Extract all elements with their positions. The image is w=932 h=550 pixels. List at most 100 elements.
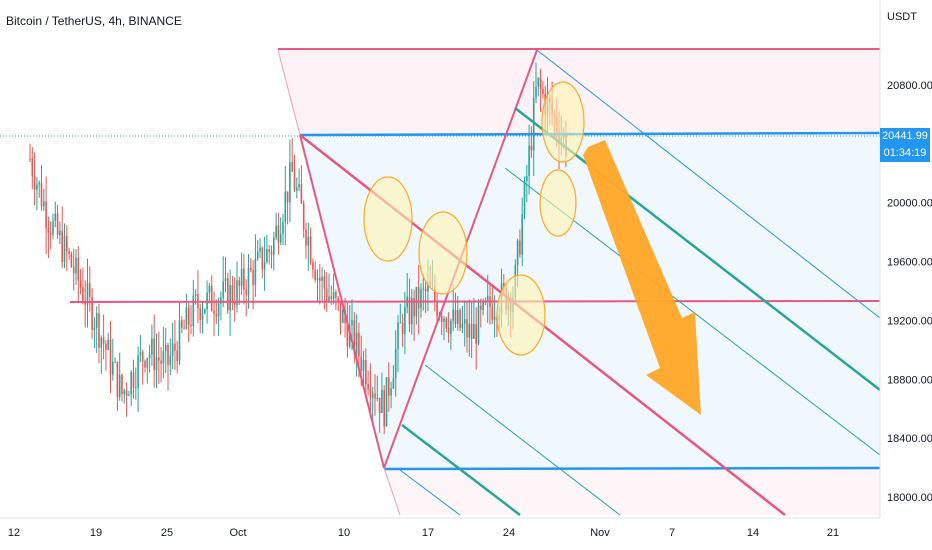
candle-body xyxy=(190,324,192,327)
countdown-label: 01:34:19 xyxy=(880,145,930,162)
candle-body xyxy=(503,283,505,288)
candle-body xyxy=(59,230,61,235)
candle-body xyxy=(153,338,155,371)
candle-body xyxy=(436,301,438,317)
candle-body xyxy=(86,283,89,305)
candle-body xyxy=(105,343,107,350)
pitchfork-handle-left[interactable] xyxy=(277,49,301,136)
candle-body xyxy=(493,316,496,320)
candle-body xyxy=(291,162,293,172)
candle-body xyxy=(125,390,128,396)
candle-body xyxy=(151,338,153,355)
candle-body xyxy=(491,306,494,320)
candle-body xyxy=(461,323,464,328)
candle-body xyxy=(252,270,254,286)
y-tick-label: 18400.00 xyxy=(887,433,932,445)
x-tick-label: 7 xyxy=(669,527,675,539)
candle-body xyxy=(181,320,183,328)
candle-body xyxy=(486,296,489,302)
candle-body xyxy=(353,320,356,354)
candle-body xyxy=(434,286,436,302)
candle-body xyxy=(526,175,528,181)
candle-body xyxy=(38,182,40,185)
y-tick-label: 19200.00 xyxy=(887,315,932,327)
candle-body xyxy=(459,309,461,328)
pitchfork-upper-blue[interactable] xyxy=(536,49,881,319)
candle-body xyxy=(158,357,160,361)
candle-body xyxy=(475,324,477,344)
candle-body xyxy=(273,237,275,255)
candle-body xyxy=(470,323,473,339)
candle-body xyxy=(192,295,195,327)
price-axis-unit: USDT xyxy=(887,11,917,23)
candle-body xyxy=(537,77,540,88)
candle-body xyxy=(346,322,349,347)
candle-body xyxy=(45,201,47,229)
candle-body xyxy=(371,393,374,398)
candle-body xyxy=(66,235,68,252)
candle-body xyxy=(404,307,406,334)
candle-body xyxy=(187,307,190,325)
candle-body xyxy=(250,268,252,271)
candle-body xyxy=(452,309,454,321)
pitchfork-lower-green[interactable] xyxy=(401,424,521,516)
candle-body xyxy=(160,360,162,364)
candle-body xyxy=(390,388,392,396)
pitchfork-inner-green-lower[interactable] xyxy=(424,364,621,516)
candle-body xyxy=(268,249,270,252)
candle-body xyxy=(420,288,422,309)
candle-body xyxy=(56,213,59,235)
candle-body xyxy=(282,222,284,234)
downtrend-arrow[interactable] xyxy=(583,140,701,415)
candle-body xyxy=(397,322,399,349)
x-tick-label: 24 xyxy=(503,527,515,539)
candle-body xyxy=(367,384,369,390)
candle-body xyxy=(256,251,259,259)
candle-body xyxy=(528,145,530,176)
candle-body xyxy=(93,327,96,330)
candle-body xyxy=(275,225,277,238)
candle-body xyxy=(279,233,282,243)
support-line[interactable] xyxy=(69,300,881,303)
candle-body xyxy=(135,387,137,389)
candle-body xyxy=(539,77,542,90)
pitchfork-handle-bottom[interactable] xyxy=(383,467,401,516)
y-tick-label: 20800.00 xyxy=(887,80,932,92)
pitchfork-upper-green[interactable] xyxy=(514,107,881,391)
candle-body xyxy=(365,360,367,385)
pitchfork-top-line[interactable] xyxy=(299,131,881,137)
candle-body xyxy=(33,175,36,190)
candle-body xyxy=(118,374,121,397)
candle-body xyxy=(236,280,238,306)
candle-body xyxy=(116,361,119,397)
x-tick-label: 19 xyxy=(90,527,102,539)
x-tick-label: 17 xyxy=(422,527,434,539)
candle-body xyxy=(29,158,31,160)
candle-body xyxy=(351,320,353,326)
pitchfork-lower-blue[interactable] xyxy=(399,469,461,516)
pitchfork-lower-zone xyxy=(384,468,880,515)
highlight-circle xyxy=(363,176,413,262)
candle-body xyxy=(284,191,287,223)
pitchfork-upper-zone xyxy=(278,48,880,135)
candle-body xyxy=(227,278,229,311)
candle-body xyxy=(123,390,126,395)
candle-body xyxy=(229,285,231,311)
candle-body xyxy=(128,395,130,397)
candle-body xyxy=(40,182,43,207)
candle-body xyxy=(401,322,404,334)
candle-body xyxy=(95,313,98,328)
candle-body xyxy=(376,397,379,399)
x-tick-label: Oct xyxy=(229,527,246,539)
candle-body xyxy=(47,228,50,233)
last-price-label: 20441.99 xyxy=(880,128,930,145)
highlight-circle xyxy=(541,81,585,163)
candle-body xyxy=(247,268,250,295)
candle-body xyxy=(424,288,427,292)
candle-body xyxy=(381,389,383,414)
candle-body xyxy=(174,343,176,351)
candle-body xyxy=(319,277,321,281)
pitchfork-bottom-line[interactable] xyxy=(383,466,881,471)
pitchfork-handle-down[interactable] xyxy=(299,134,385,469)
